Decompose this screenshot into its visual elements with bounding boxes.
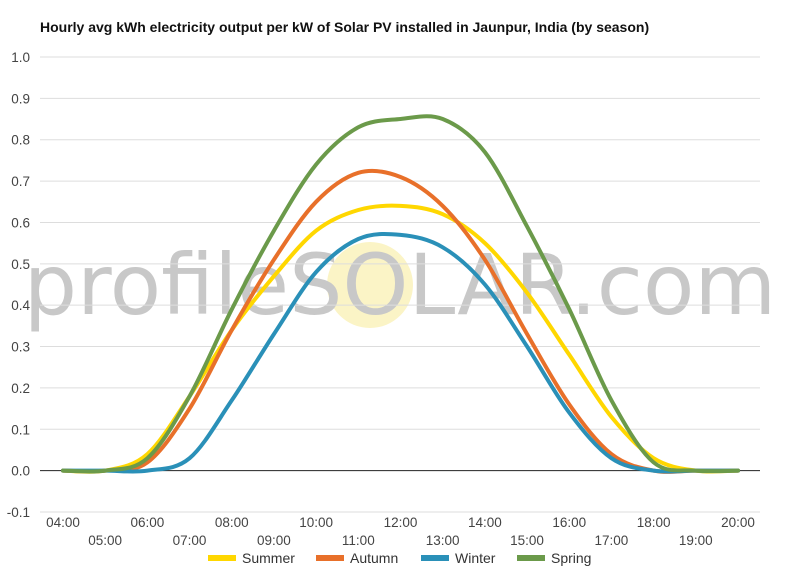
legend-item-winter: Winter — [421, 549, 495, 567]
x-tick-label: 06:00 — [130, 515, 164, 530]
legend: Summer Autumn Winter Spring — [0, 549, 800, 567]
legend-swatch — [421, 555, 449, 561]
series-line-autumn — [61, 168, 740, 474]
legend-item-autumn: Autumn — [316, 549, 398, 567]
y-tick-label: 1.0 — [11, 50, 30, 65]
watermark-layer: profileSOLAR.com — [24, 236, 776, 334]
x-tick-label: 17:00 — [595, 533, 629, 545]
legend-label: Spring — [551, 550, 592, 566]
legend-swatch — [316, 555, 344, 561]
y-tick-label: 0.6 — [11, 215, 30, 230]
y-tick-label: 0.0 — [11, 464, 30, 479]
y-tick-label: 0.2 — [11, 381, 30, 396]
x-tick-label: 15:00 — [510, 533, 544, 545]
legend-swatch — [208, 555, 236, 561]
x-tick-label: 07:00 — [173, 533, 207, 545]
watermark: profileSOLAR.com — [24, 236, 776, 334]
legend-label: Winter — [455, 550, 496, 566]
y-tick-label: 0.3 — [11, 340, 30, 355]
y-tick-label: 0.7 — [11, 174, 30, 189]
y-tick-label: 0.4 — [11, 298, 30, 313]
y-tick-label: -0.1 — [7, 505, 30, 520]
chart-title: Hourly avg kWh electricity output per kW… — [40, 19, 650, 35]
x-tick-label: 05:00 — [88, 533, 122, 545]
chart-plot: profileSOLAR.com 1.0 0.9 0.8 0.7 0.6 0.5 0.4 0.… — [7, 50, 776, 545]
y-tick-label: 0.1 — [11, 422, 30, 437]
x-tick-label: 11:00 — [342, 533, 375, 545]
legend-item-summer: Summer — [208, 549, 295, 567]
series-line-winter — [61, 231, 740, 474]
x-tick-label: 13:00 — [426, 533, 460, 545]
legend-item-spring: Spring — [517, 549, 591, 567]
legend-swatch — [517, 555, 545, 561]
legend-label: Summer — [242, 550, 295, 566]
x-tick-label: 19:00 — [679, 533, 713, 545]
series-layer — [61, 114, 740, 474]
x-tick-label: 12:00 — [384, 515, 418, 530]
y-axis: 1.0 0.9 0.8 0.7 0.6 0.5 0.4 0.3 0.2 0.1 0.0 -0.1 — [7, 50, 31, 520]
x-tick-label: 09:00 — [257, 533, 291, 545]
x-tick-label: 20:00 — [721, 515, 755, 530]
x-tick-label: 14:00 — [468, 515, 502, 530]
series-line-spring — [61, 114, 740, 474]
x-axis: 04:00 05:00 06:00 07:00 08:00 09:00 10:00 11:00… — [46, 515, 755, 545]
x-tick-label: 04:00 — [46, 515, 80, 530]
x-tick-label: 16:00 — [552, 515, 586, 530]
x-tick-label: 18:00 — [637, 515, 671, 530]
x-tick-label: 08:00 — [215, 515, 249, 530]
y-tick-label: 0.8 — [11, 133, 30, 148]
y-tick-label: 0.9 — [11, 91, 30, 106]
legend-label: Autumn — [350, 550, 399, 566]
x-tick-label: 10:00 — [299, 515, 333, 530]
y-tick-label: 0.5 — [11, 257, 30, 272]
